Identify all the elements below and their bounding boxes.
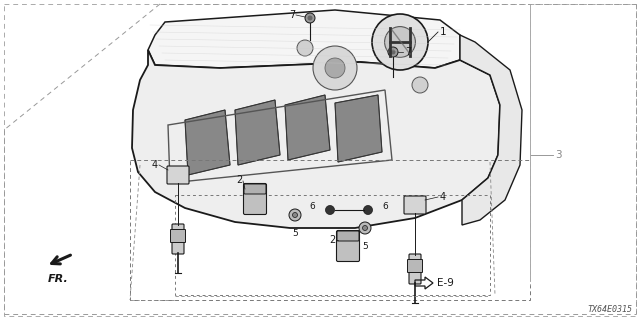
Text: 4: 4 [440,192,446,202]
Text: 6: 6 [309,202,315,211]
FancyBboxPatch shape [244,184,266,194]
Text: 7: 7 [405,47,412,57]
Text: 5: 5 [292,229,298,238]
Text: 4: 4 [152,160,158,170]
Text: TX64E0315: TX64E0315 [587,305,632,314]
Text: E-9: E-9 [437,278,454,288]
Text: 2: 2 [236,175,242,185]
Circle shape [412,77,428,93]
Circle shape [359,222,371,234]
Circle shape [313,46,357,90]
Circle shape [388,47,398,57]
Text: 6: 6 [382,202,388,211]
Text: 7: 7 [289,10,295,20]
Text: 2: 2 [329,235,335,245]
FancyBboxPatch shape [408,260,422,273]
Circle shape [289,209,301,221]
Text: FR.: FR. [47,274,68,284]
Circle shape [292,212,298,218]
Circle shape [362,226,367,230]
Polygon shape [335,95,382,162]
FancyBboxPatch shape [337,231,359,241]
Polygon shape [460,35,522,225]
Bar [130,160,530,300]
FancyBboxPatch shape [172,224,184,254]
Text: 3: 3 [555,150,562,160]
Text: 5: 5 [362,242,368,251]
Circle shape [390,50,396,54]
FancyBboxPatch shape [404,196,426,214]
Bar [175,195,490,295]
Circle shape [297,40,313,56]
Polygon shape [285,95,330,160]
Polygon shape [132,50,500,228]
FancyBboxPatch shape [167,166,189,184]
FancyBboxPatch shape [243,183,266,214]
Polygon shape [148,10,460,68]
FancyBboxPatch shape [409,254,421,284]
Circle shape [326,205,335,214]
Polygon shape [235,100,280,165]
Circle shape [325,58,345,78]
Polygon shape [185,110,230,175]
Circle shape [385,27,415,57]
Circle shape [307,15,312,20]
FancyBboxPatch shape [337,230,360,261]
FancyBboxPatch shape [170,229,186,243]
Text: 1: 1 [440,27,447,37]
Circle shape [305,13,315,23]
Circle shape [372,14,428,70]
Circle shape [364,205,372,214]
